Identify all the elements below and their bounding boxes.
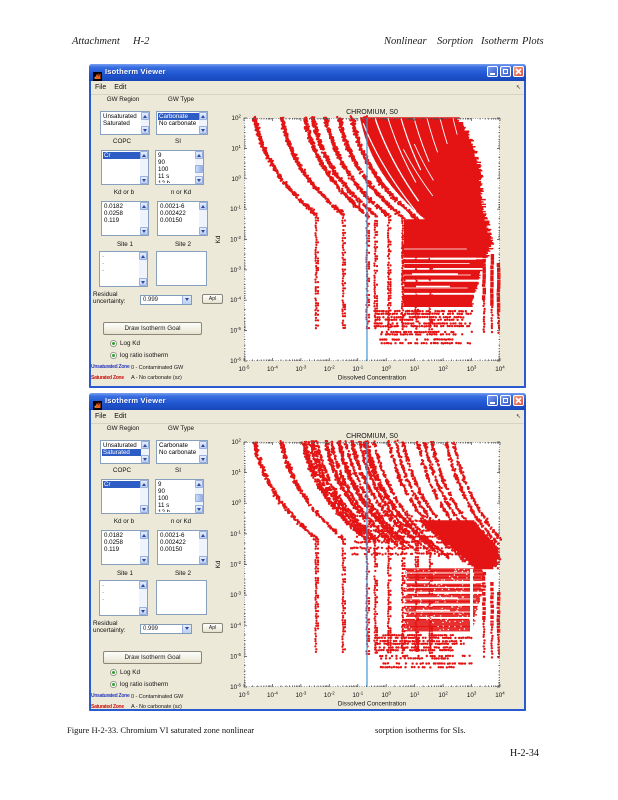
- svg-text:10-6: 10-6: [230, 683, 241, 692]
- svg-text:CHROMIUM, S0: CHROMIUM, S0: [346, 433, 398, 440]
- svg-text:10-3: 10-3: [230, 591, 241, 600]
- svg-text:101: 101: [232, 468, 242, 477]
- svg-text:10-1: 10-1: [230, 205, 241, 214]
- svg-text:10-2: 10-2: [324, 365, 335, 374]
- svg-text:10-1: 10-1: [352, 365, 363, 374]
- svg-text:10-4: 10-4: [267, 365, 278, 374]
- svg-text:10-3: 10-3: [295, 691, 306, 700]
- svg-text:10-3: 10-3: [230, 265, 241, 274]
- svg-text:10-5: 10-5: [239, 365, 250, 374]
- svg-text:100: 100: [381, 365, 391, 374]
- svg-text:102: 102: [438, 691, 448, 700]
- svg-text:10-3: 10-3: [295, 365, 306, 374]
- svg-text:104: 104: [495, 691, 505, 700]
- svg-text:CHROMIUM, S0: CHROMIUM, S0: [346, 109, 398, 116]
- svg-text:10-5: 10-5: [230, 652, 241, 661]
- svg-text:100: 100: [232, 174, 242, 183]
- svg-text:100: 100: [381, 691, 391, 700]
- svg-text:103: 103: [467, 365, 477, 374]
- svg-text:10-1: 10-1: [230, 529, 241, 538]
- svg-text:Dissolved Concentration: Dissolved Concentration: [338, 375, 407, 382]
- svg-text:102: 102: [232, 114, 242, 123]
- svg-text:102: 102: [232, 438, 242, 447]
- svg-text:10-4: 10-4: [230, 296, 241, 305]
- svg-text:10-2: 10-2: [324, 691, 335, 700]
- svg-text:100: 100: [232, 499, 242, 508]
- svg-text:10-5: 10-5: [230, 326, 241, 335]
- svg-text:103: 103: [467, 691, 477, 700]
- svg-text:10-6: 10-6: [230, 357, 241, 366]
- svg-text:10-4: 10-4: [230, 621, 241, 630]
- svg-text:Kd: Kd: [215, 235, 222, 243]
- svg-text:102: 102: [438, 365, 448, 374]
- svg-text:10-1: 10-1: [352, 691, 363, 700]
- svg-text:101: 101: [232, 144, 242, 153]
- svg-text:104: 104: [495, 365, 505, 374]
- svg-text:10-4: 10-4: [267, 691, 278, 700]
- svg-text:10-5: 10-5: [239, 691, 250, 700]
- svg-text:Dissolved Concentration: Dissolved Concentration: [338, 701, 407, 708]
- svg-text:101: 101: [410, 365, 420, 374]
- svg-text:101: 101: [410, 691, 420, 700]
- svg-text:Kd: Kd: [215, 560, 222, 568]
- svg-text:10-2: 10-2: [230, 235, 241, 244]
- svg-text:10-2: 10-2: [230, 560, 241, 569]
